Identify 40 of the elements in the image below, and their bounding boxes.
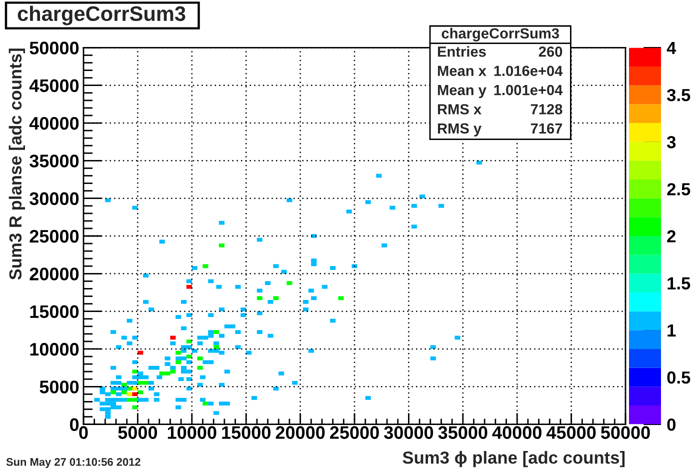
x-tick-label: 20000 xyxy=(276,426,325,439)
color-bar-label: 3.5 xyxy=(666,88,690,102)
text: Sun May 27 01:10:56 2012 xyxy=(6,458,140,468)
color-bar-label: 4 xyxy=(666,42,676,54)
text: RMS y 7167 xyxy=(438,123,562,136)
color-bar-label: 2.5 xyxy=(667,183,690,196)
y-tick-label: 10000 xyxy=(30,342,79,356)
x-tick-label: 30000 xyxy=(384,426,434,439)
color-bar-label: 2 xyxy=(667,230,676,242)
annotation: Mean y 1.001e+04 xyxy=(438,84,563,98)
y-axis-title: Sum3 R planse [adc counts] xyxy=(8,48,25,280)
color-bar-label: 3 xyxy=(666,136,676,148)
chart-title: chargeCorrSum3 xyxy=(18,6,186,26)
color-bar-label: 0.5 xyxy=(667,371,690,384)
x-tick-label: 45000 xyxy=(546,426,596,439)
x-tick-label: 25000 xyxy=(330,426,379,439)
x-tick-label: 10000 xyxy=(168,426,216,439)
y-tick-label: 5000 xyxy=(40,380,79,394)
y-tick-label: 50000 xyxy=(30,42,79,54)
x-tick-label: 5000 xyxy=(118,426,158,439)
color-bar-label: 0 xyxy=(667,418,676,431)
text: Entries 260 xyxy=(438,46,562,57)
text: chargeCorrSum3 xyxy=(442,28,559,42)
x-tick-label: 0 xyxy=(79,426,88,439)
y-tick-label: 20000 xyxy=(30,268,79,280)
y-tick-label: 25000 xyxy=(30,230,79,243)
annotation: Mean x 1.016e+04 xyxy=(438,66,563,76)
x-tick-label: 15000 xyxy=(222,426,270,439)
x-tick-label: 35000 xyxy=(438,426,488,439)
color-bar-label: 1.5 xyxy=(668,277,690,290)
x-tick-label: 40000 xyxy=(492,426,542,439)
y-tick-label: 35000 xyxy=(30,154,79,168)
x-axis-title: Sum3 ϕ plane [adc counts] xyxy=(402,451,625,468)
color-bar-label: 1 xyxy=(668,324,676,336)
x-tick-label: 50000 xyxy=(600,426,650,439)
text: RMS x 7128 xyxy=(438,104,562,114)
y-tick-label: 15000 xyxy=(30,305,79,318)
y-tick-label: 40000 xyxy=(29,116,79,130)
y-tick-label: 45000 xyxy=(29,79,79,92)
y-tick-label: 30000 xyxy=(30,192,79,206)
